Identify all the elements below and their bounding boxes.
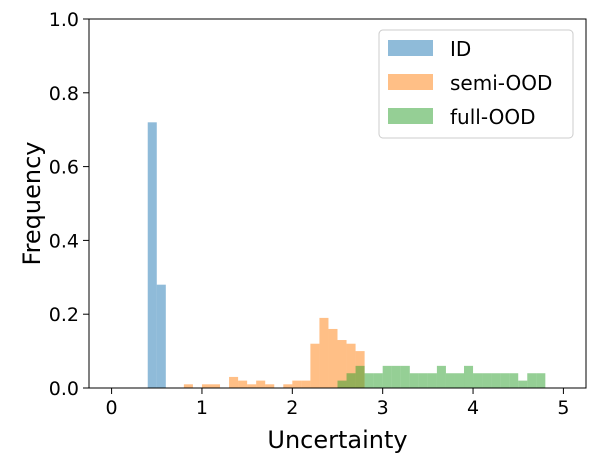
- histogram-bar-full-ood: [436, 365, 446, 388]
- y-tick-label: 0.2: [49, 304, 79, 326]
- axes-layer: [88, 18, 587, 389]
- x-axis-label: Uncertainty: [267, 426, 407, 454]
- histogram-bar-full-ood: [527, 373, 537, 388]
- legend-swatch-semi-ood: [388, 74, 433, 90]
- histogram-bar-semi-ood: [337, 340, 347, 388]
- histogram-bar-semi-ood: [346, 343, 356, 388]
- x-tick-label: 2: [286, 397, 298, 419]
- histogram-bar-full-ood: [509, 373, 519, 388]
- bars-layer: [147, 122, 546, 388]
- histogram-bar-full-ood: [400, 365, 410, 388]
- histogram-bar-full-ood: [427, 373, 437, 388]
- histogram-bar-full-ood: [536, 373, 546, 388]
- histogram-bar-full-ood: [482, 373, 492, 388]
- histogram-bar-semi-ood: [292, 380, 302, 388]
- histogram-bar-full-ood: [337, 380, 347, 388]
- histogram-bar-id: [147, 122, 157, 388]
- histogram-bar-semi-ood: [265, 384, 275, 388]
- histogram-bar-semi-ood: [201, 384, 211, 388]
- histogram-bar-full-ood: [364, 373, 374, 388]
- histogram-bar-full-ood: [409, 373, 419, 388]
- legend-label-semi-ood: semi-OOD: [450, 71, 552, 95]
- ticks-layer: 0 1 2 3 4 5 0.0 0.2 0.4 0.6 0.8 1.0: [49, 9, 570, 419]
- histogram-bar-id: [156, 284, 166, 388]
- histogram-bar-semi-ood: [247, 384, 257, 388]
- legend-swatch-id: [388, 40, 433, 56]
- x-tick-label: 3: [377, 397, 389, 419]
- histogram-bar-semi-ood: [283, 384, 293, 388]
- histogram-bar-full-ood: [454, 373, 465, 388]
- y-tick-label: 1.0: [49, 9, 79, 31]
- legend-label-full-ood: full-OOD: [450, 105, 536, 129]
- legend: ID semi-OOD full-OOD: [378, 29, 574, 139]
- histogram-bar-full-ood: [346, 373, 356, 388]
- plot-frame: [88, 18, 587, 389]
- x-tick-label: 1: [196, 397, 208, 419]
- histogram-bar-full-ood: [355, 365, 365, 388]
- histogram-bar-full-ood: [518, 380, 528, 388]
- histogram-bar-semi-ood: [183, 384, 193, 388]
- histogram-bar-full-ood: [500, 373, 510, 388]
- legend-label-id: ID: [450, 37, 471, 61]
- y-tick-label: 0.8: [49, 83, 79, 105]
- histogram-bar-full-ood: [391, 365, 401, 388]
- legend-swatch-full-ood: [388, 108, 433, 124]
- histogram-bar-semi-ood: [328, 328, 338, 388]
- y-tick-label: 0.6: [49, 157, 79, 179]
- histogram-bar-full-ood: [445, 373, 455, 388]
- histogram-bar-semi-ood: [256, 380, 266, 388]
- y-axis-label: Frequency: [18, 142, 46, 266]
- x-tick-label: 4: [467, 397, 479, 419]
- y-tick-label: 0.0: [49, 378, 79, 400]
- histogram-bar-full-ood: [418, 373, 428, 388]
- histogram-bar-semi-ood: [210, 384, 221, 388]
- histogram-bar-full-ood: [473, 373, 483, 388]
- histogram-bar-semi-ood: [301, 380, 311, 388]
- histogram-bar-full-ood: [491, 373, 501, 388]
- histogram-bar-semi-ood: [310, 343, 320, 388]
- histogram-bar-full-ood: [373, 373, 383, 388]
- y-tick-label: 0.4: [49, 230, 79, 252]
- histogram-bar-semi-ood: [319, 317, 329, 388]
- histogram-bar-semi-ood: [229, 376, 239, 388]
- histogram-bar-full-ood: [382, 365, 392, 388]
- histogram-bar-semi-ood: [238, 380, 248, 388]
- histogram-bar-full-ood: [464, 365, 474, 388]
- x-tick-label: 0: [106, 397, 118, 419]
- x-tick-label: 5: [557, 397, 569, 419]
